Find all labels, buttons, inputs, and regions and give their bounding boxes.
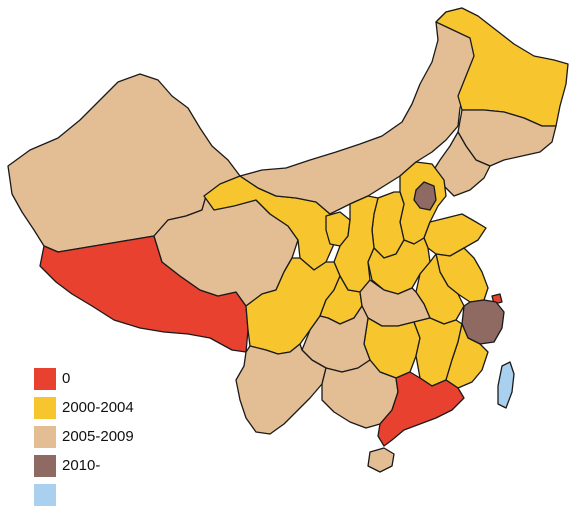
- region-shandong: [423, 213, 487, 257]
- legend: 0 2000-2004 2005-2009 2010-: [34, 364, 134, 509]
- region-hainan: [367, 447, 395, 473]
- map-figure: 0 2000-2004 2005-2009 2010-: [7, 7, 569, 506]
- region-taiwan: [497, 361, 515, 409]
- china-province-map: [7, 7, 569, 473]
- region-liaoning: [429, 131, 491, 197]
- legend-label: 2010-: [62, 457, 101, 474]
- legend-item-0: 0: [34, 364, 134, 393]
- region-heilongjiang: [435, 7, 569, 127]
- region-beijing: [413, 181, 437, 211]
- legend-swatch: [34, 454, 56, 477]
- legend-item-2010: 2010-: [34, 451, 134, 480]
- legend-swatch: [34, 396, 56, 419]
- legend-label: 2000-2004: [62, 399, 134, 416]
- region-yunnan: [235, 343, 327, 435]
- legend-item-extra: [34, 480, 134, 509]
- region-qinghai: [153, 175, 299, 307]
- legend-swatch: [34, 483, 56, 506]
- legend-item-2000-2004: 2000-2004: [34, 393, 134, 422]
- legend-swatch: [34, 425, 56, 448]
- region-tibet: [39, 235, 249, 353]
- region-fujian: [445, 323, 489, 389]
- legend-item-2005-2009: 2005-2009: [34, 422, 134, 451]
- legend-swatch: [34, 367, 56, 390]
- legend-label: 0: [62, 370, 71, 387]
- region-guangdong: [377, 371, 465, 447]
- legend-label: 2005-2009: [62, 428, 134, 445]
